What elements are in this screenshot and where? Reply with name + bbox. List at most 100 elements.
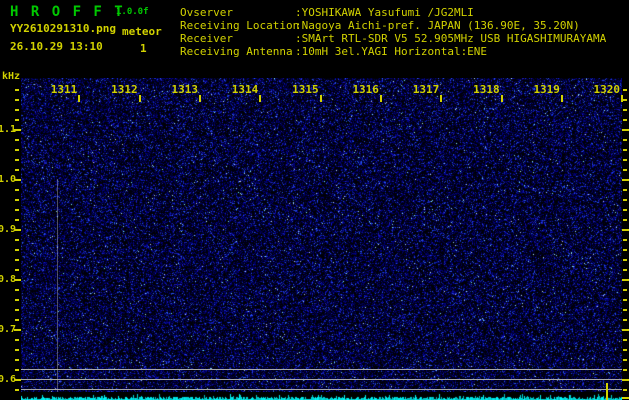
y-axis-unit-label: kHz — [2, 71, 21, 82]
info-row-receiver: Receiver:SMArt RTL-SDR V5 52.905MHz USB … — [180, 32, 607, 45]
right-major-tick — [622, 129, 629, 131]
freq-minor-tick — [15, 109, 19, 111]
freq-minor-tick — [15, 239, 19, 241]
freq-minor-tick — [15, 149, 19, 151]
freq-minor-tick — [15, 199, 19, 201]
time-tick-label: 1320 — [593, 83, 621, 96]
time-tick-mark — [319, 95, 322, 102]
time-tick-label: 1319 — [533, 83, 560, 96]
time-tick-label: 1317 — [412, 83, 440, 96]
freq-minor-tick — [15, 319, 19, 321]
freq-minor-tick — [15, 119, 19, 121]
freq-minor-tick — [15, 299, 19, 301]
right-minor-tick — [623, 159, 627, 161]
right-minor-tick — [623, 309, 627, 311]
right-minor-tick — [623, 89, 627, 91]
output-filename: YY2610291310.png — [10, 22, 116, 35]
right-major-tick — [622, 229, 629, 231]
freq-tick-label: 1.1 — [0, 124, 17, 135]
time-tick-mark — [560, 95, 563, 102]
spectrogram-plot: 1311 1312 1313 1314 1315 1316 1317 1318 1319 1320 — [21, 78, 623, 400]
right-minor-tick — [623, 289, 627, 291]
right-major-tick — [622, 279, 629, 281]
info-row-antenna: Receiving Antenna:10mH 3el.YAGI Horizont… — [180, 45, 488, 58]
freq-major-tick — [14, 329, 21, 331]
freq-tick-label: 0.9 — [0, 224, 17, 235]
right-strip-tick — [622, 397, 629, 399]
right-minor-tick — [623, 149, 627, 151]
freq-minor-tick — [15, 209, 19, 211]
meteor-count: 1 — [140, 42, 147, 55]
right-minor-tick — [623, 269, 627, 271]
time-tick-label: 1314 — [231, 83, 259, 96]
time-tick-mark — [621, 95, 623, 102]
time-tick-mark — [138, 95, 141, 102]
right-minor-tick — [623, 339, 627, 341]
right-minor-tick — [623, 209, 627, 211]
freq-minor-tick — [15, 259, 19, 261]
freq-tick-label: 0.8 — [0, 274, 17, 285]
freq-minor-tick — [15, 249, 19, 251]
freq-minor-tick — [15, 369, 19, 371]
right-minor-tick — [623, 349, 627, 351]
freq-tick-label: 0.7 — [0, 324, 17, 335]
app-version: 1.0.0f — [116, 7, 149, 17]
right-minor-tick — [623, 359, 627, 361]
right-minor-tick — [623, 199, 627, 201]
info-row-observer: Ovserver:YOSHIKAWA Yasufumi /JG2MLI — [180, 6, 474, 19]
freq-minor-tick — [15, 269, 19, 271]
freq-minor-tick — [15, 159, 19, 161]
right-minor-tick — [623, 369, 627, 371]
freq-minor-tick — [15, 349, 19, 351]
time-tick-mark — [379, 95, 382, 102]
right-minor-tick — [623, 389, 627, 391]
freq-minor-tick — [15, 89, 19, 91]
reference-line-center — [21, 379, 622, 380]
freq-tick-label: 1.0 — [0, 174, 17, 185]
freq-minor-tick — [15, 139, 19, 141]
freq-major-tick — [14, 129, 21, 131]
freq-major-tick — [14, 179, 21, 181]
freq-tick-label: 0.6 — [0, 374, 17, 385]
freq-minor-tick — [15, 189, 19, 191]
right-minor-tick — [623, 109, 627, 111]
spectrogram-noise-canvas — [21, 78, 622, 392]
freq-minor-tick — [15, 289, 19, 291]
time-tick-label: 1312 — [111, 83, 138, 96]
time-tick-mark — [440, 95, 443, 102]
mode-label: meteor — [122, 25, 162, 38]
right-minor-tick — [623, 189, 627, 191]
time-tick-label: 1311 — [50, 83, 78, 96]
meteor-event-marker — [606, 383, 608, 400]
reference-line-upper — [21, 369, 622, 370]
station-info: Ovserver:YOSHIKAWA Yasufumi /JG2MLI Rece… — [180, 6, 606, 58]
freq-minor-tick — [15, 169, 19, 171]
time-tick-mark — [500, 95, 503, 102]
signal-level-strip — [21, 393, 622, 400]
right-minor-tick — [623, 299, 627, 301]
vertical-gray-marker — [57, 179, 58, 392]
time-tick-label: 1318 — [473, 83, 500, 96]
time-tick-mark — [259, 95, 262, 102]
info-row-location: Receiving Location:Nagoya Aichi-pref. JA… — [180, 19, 580, 32]
right-minor-tick — [623, 139, 627, 141]
right-major-tick — [622, 179, 629, 181]
freq-minor-tick — [15, 359, 19, 361]
right-minor-tick — [623, 319, 627, 321]
freq-minor-tick — [15, 99, 19, 101]
time-tick-mark — [78, 95, 81, 102]
right-minor-tick — [623, 249, 627, 251]
time-tick-label: 1316 — [352, 83, 379, 96]
right-minor-tick — [623, 119, 627, 121]
freq-minor-tick — [15, 339, 19, 341]
right-minor-tick — [623, 239, 627, 241]
right-minor-tick — [623, 259, 627, 261]
freq-minor-tick — [15, 219, 19, 221]
app-title: H R O F F T — [10, 4, 125, 20]
time-tick-label: 1313 — [171, 83, 198, 96]
right-major-tick — [622, 379, 629, 381]
signal-level-canvas — [21, 393, 622, 400]
freq-major-tick — [14, 229, 21, 231]
right-major-tick — [622, 329, 629, 331]
